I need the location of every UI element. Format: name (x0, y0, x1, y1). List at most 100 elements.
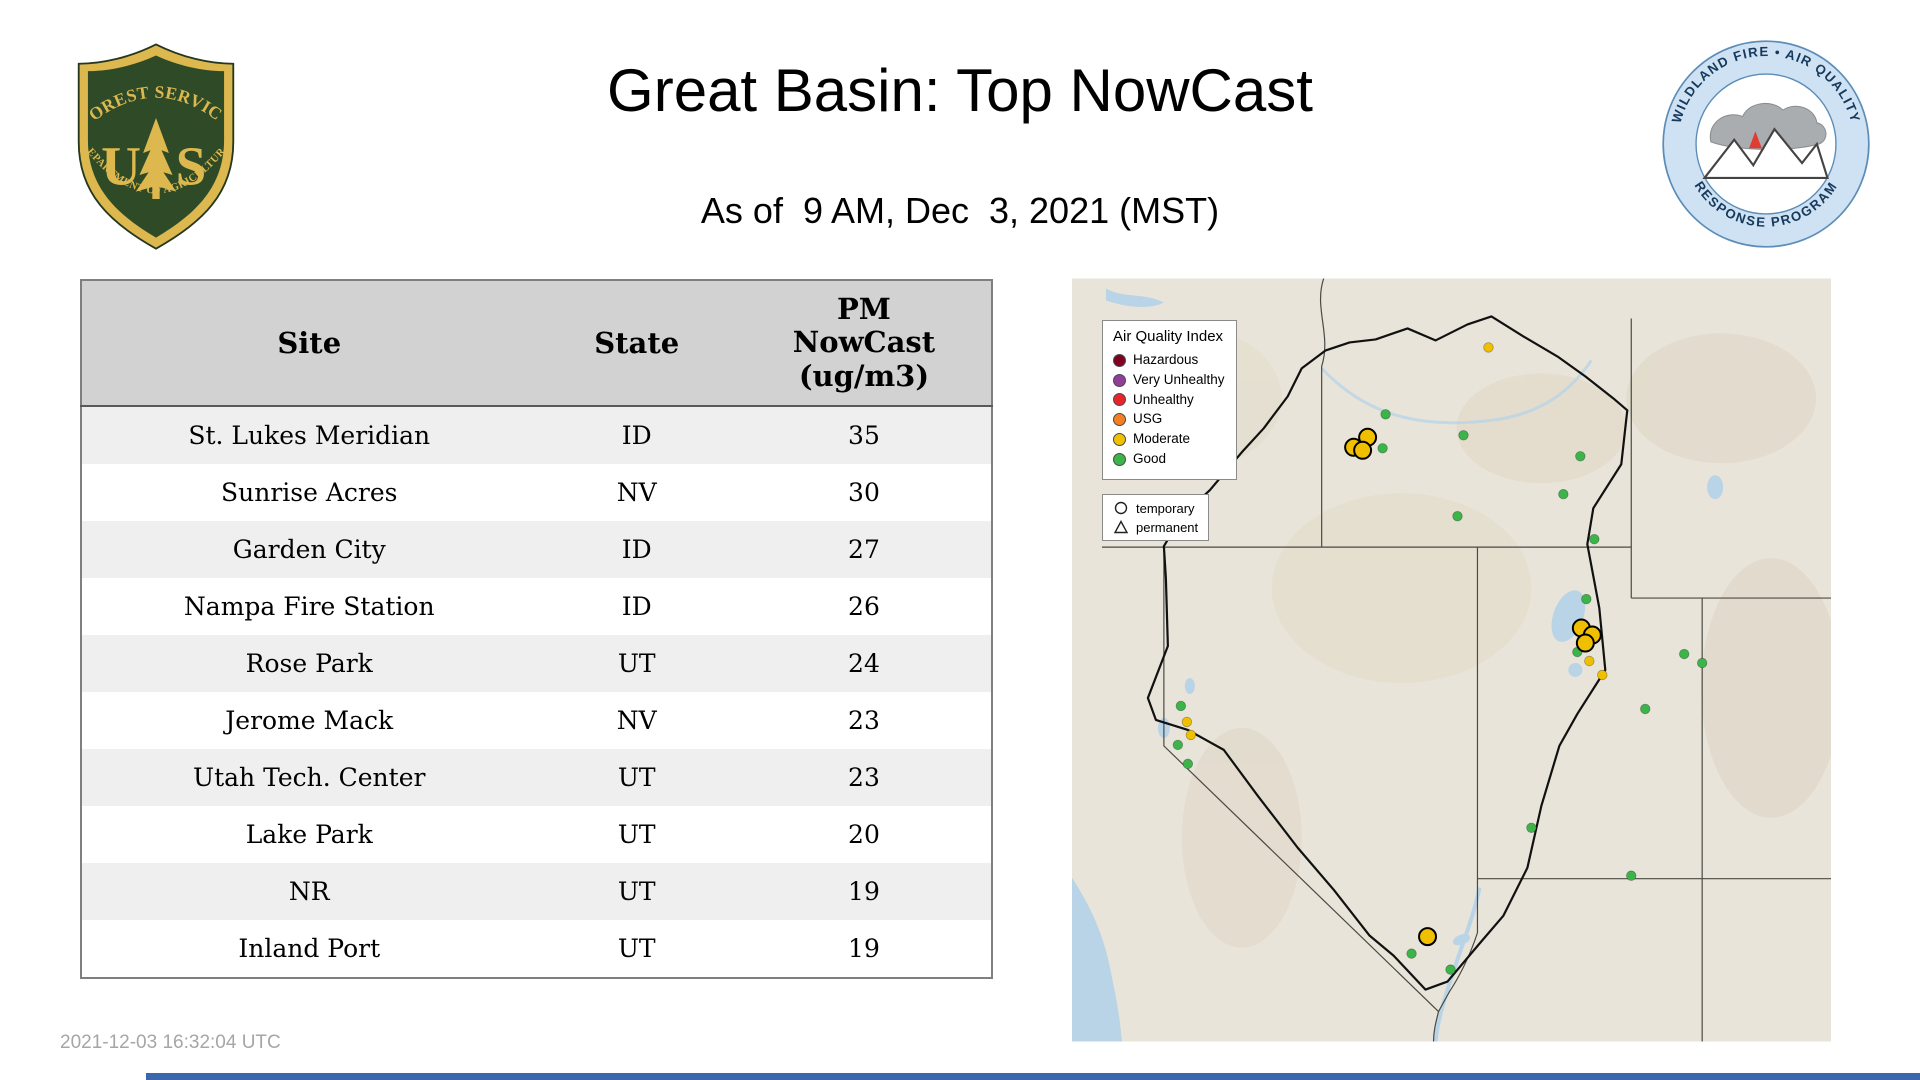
site-cell: Inland Port (238, 934, 381, 963)
monitor-marker-moderate-small (1584, 655, 1595, 667)
legend-label: Hazardous (1133, 351, 1199, 367)
monitor-marker-good-small (1626, 870, 1637, 881)
legend-row-permanent: permanent (1113, 519, 1198, 535)
table-row: Garden City ID 27 (81, 521, 992, 578)
site-cell: Garden City (232, 535, 386, 564)
water-snake-river (1320, 359, 1593, 425)
table-header-row: Site State PM NowCast (ug/m3) (81, 280, 992, 407)
monitor-marker-moderate-small (1597, 669, 1608, 681)
table-row: Lake Park UT 20 (81, 806, 992, 863)
state-cell: NV (616, 478, 657, 507)
monitor-marker-moderate-small (1181, 716, 1193, 728)
page-subtitle: As of 9 AM, Dec 3, 2021 (MST) (700, 190, 1220, 231)
bottom-accent-bar (146, 1073, 1920, 1080)
site-cell: Lake Park (245, 820, 373, 849)
state-cell: ID (621, 535, 652, 564)
value-cell: 30 (848, 478, 880, 507)
temporary-circle-icon (1114, 501, 1128, 515)
monitor-marker-good-small (1458, 430, 1469, 441)
monitor-marker-good-small (1640, 703, 1651, 715)
monitor-markers (1172, 342, 1708, 975)
permanent-triangle-icon (1113, 520, 1129, 534)
legend-item: Moderate (1113, 431, 1225, 448)
value-cell: 26 (848, 592, 880, 621)
monitor-marker-moderate-large (1575, 633, 1595, 653)
value-cell: 19 (848, 877, 880, 906)
table-row: Sunrise Acres NV 30 (81, 464, 992, 521)
legend-item: Hazardous (1113, 352, 1225, 369)
legend-item: Unhealthy (1113, 392, 1225, 409)
monitor-marker-good-small (1406, 948, 1417, 959)
marker-type-legend: temporary permanent (1102, 494, 1210, 541)
value-cell: 23 (848, 706, 880, 735)
state-cell: UT (617, 820, 656, 849)
nowcast-table-container: Site State PM NowCast (ug/m3) St. Lukes … (80, 279, 993, 979)
legend-item: USG (1113, 411, 1225, 428)
legend-color-dot (1113, 413, 1126, 427)
legend-item: Very Unhealthy (1113, 372, 1225, 389)
monitor-marker-good-small (1452, 510, 1463, 522)
state-cell: UT (617, 934, 656, 963)
monitor-marker-moderate-small (1185, 729, 1197, 741)
temporary-label: temporary (1136, 500, 1195, 516)
legend-item: Good (1113, 451, 1225, 468)
site-cell: Jerome Mack (225, 706, 394, 735)
usfs-logo: FOREST SERVICE U S DEPARTMENT OF AGRICUL… (64, 36, 235, 250)
monitor-marker-good-small (1377, 443, 1388, 454)
table-row: Inland Port UT 19 (81, 920, 992, 978)
monitor-marker-good-small (1182, 758, 1194, 770)
monitor-marker-good-small (1558, 489, 1569, 500)
monitor-marker-good-small (1589, 533, 1600, 545)
nowcast-table-body: St. Lukes Meridian ID 35 Sunrise Acres NV 30 G… (81, 406, 992, 978)
value-cell: 35 (848, 421, 880, 450)
table-row: NR UT 19 (81, 863, 992, 920)
value-cell: 20 (848, 820, 880, 849)
legend-color-dot (1113, 453, 1126, 467)
table-row: Rose Park UT 24 (81, 635, 992, 692)
state-cell: ID (621, 421, 652, 450)
monitor-marker-good-small (1172, 739, 1184, 751)
legend-color-dot (1113, 353, 1126, 367)
monitor-marker-good-small (1575, 451, 1586, 462)
aqi-legend-items: Hazardous Very Unhealthy Unhealthy USG Moder… (1113, 352, 1225, 468)
monitor-marker-moderate-large (1353, 440, 1373, 460)
state-borders (1101, 278, 1831, 1042)
usfs-monogram-u: U (101, 135, 141, 196)
monitor-marker-moderate-large (1418, 927, 1438, 947)
column-header-pm-nowcast: PM NowCast (ug/m3) (736, 280, 992, 407)
monitor-marker-good-small (1679, 648, 1690, 660)
legend-label: Very Unhealthy (1133, 371, 1225, 387)
monitor-marker-good-small (1175, 700, 1187, 712)
water-utah-lake (1568, 662, 1583, 677)
table-row: Nampa Fire Station ID 26 (81, 578, 992, 635)
legend-label: Good (1133, 451, 1167, 467)
pine-tree-icon (135, 118, 177, 199)
state-cell: UT (617, 877, 656, 906)
site-cell: NR (288, 877, 330, 906)
legend-color-dot (1113, 393, 1126, 407)
state-cell: NV (616, 706, 657, 735)
legend-label: USG (1133, 411, 1163, 427)
monitor-marker-good-small (1445, 964, 1456, 975)
column-header-state: State (536, 280, 737, 407)
monitor-marker-good-small (1526, 822, 1537, 833)
monitor-marker-good-small (1696, 657, 1708, 669)
water-pyramid-lake (1184, 677, 1195, 694)
monitor-marker-moderate-small (1483, 342, 1494, 353)
table-row: Utah Tech. Center UT 23 (81, 749, 992, 806)
permanent-label: permanent (1136, 519, 1199, 535)
value-cell: 19 (848, 934, 880, 963)
legend-color-dot (1113, 373, 1126, 387)
nowcast-table: Site State PM NowCast (ug/m3) St. Lukes … (80, 279, 993, 979)
state-cell: UT (617, 649, 656, 678)
table-row: Jerome Mack NV 23 (81, 692, 992, 749)
value-cell: 27 (848, 535, 880, 564)
legend-label: Moderate (1133, 431, 1191, 447)
state-cell: UT (617, 763, 656, 792)
site-cell: Rose Park (245, 649, 373, 678)
legend-color-dot (1113, 433, 1126, 447)
site-cell: Nampa Fire Station (183, 592, 435, 621)
value-cell: 23 (848, 763, 880, 792)
site-cell: St. Lukes Meridian (188, 421, 431, 450)
